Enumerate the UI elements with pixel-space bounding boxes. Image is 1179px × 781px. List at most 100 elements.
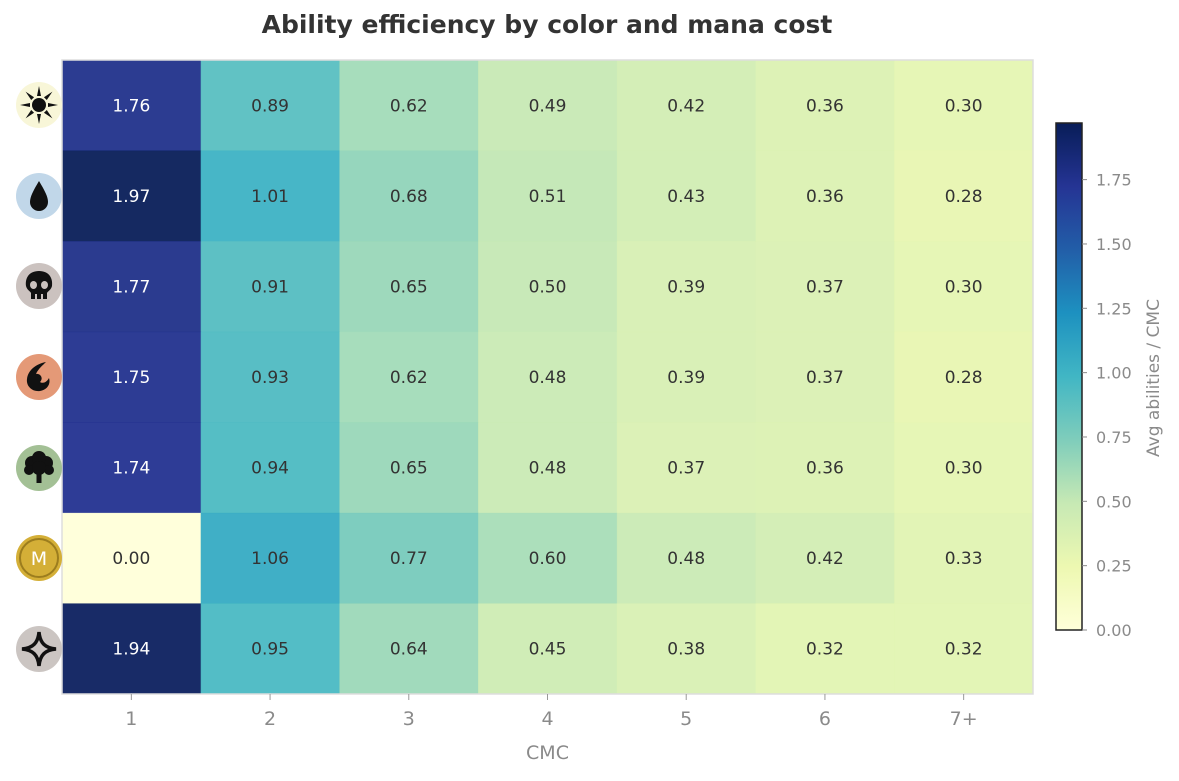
green-tree-icon	[16, 444, 62, 491]
heatmap-cell	[62, 150, 202, 242]
heatmap-cell	[200, 60, 340, 152]
white-sun-icon	[16, 82, 62, 129]
heatmap-cell	[755, 241, 895, 333]
colorbar-tick-label: 1.00	[1096, 364, 1132, 383]
cell-value-label: 0.93	[251, 368, 289, 388]
cell-value-label: 0.42	[667, 96, 705, 116]
heatmap-cell	[478, 60, 618, 152]
cell-value-label: 0.00	[112, 549, 150, 569]
heatmap-cell	[894, 422, 1034, 514]
cell-value-label: 1.97	[112, 187, 150, 207]
cell-value-label: 0.39	[667, 368, 705, 388]
heatmap-cell	[478, 331, 618, 423]
colorbar-label: Avg abilities / CMC	[1144, 299, 1164, 457]
cell-value-label: 0.36	[806, 459, 844, 479]
heatmap-cell	[200, 241, 340, 333]
cell-value-label: 0.42	[806, 549, 844, 569]
multicolor-m-label: M	[31, 548, 47, 570]
x-tick-label: 7+	[950, 708, 978, 730]
cell-value-label: 1.06	[251, 549, 289, 569]
cell-value-label: 0.62	[390, 96, 428, 116]
heatmap-cell	[200, 512, 340, 604]
cell-value-label: 0.32	[806, 640, 844, 660]
x-tick-label: 6	[819, 708, 831, 730]
cell-value-label: 0.62	[390, 368, 428, 388]
cell-value-label: 0.45	[529, 640, 567, 660]
cell-value-label: 0.43	[667, 187, 705, 207]
heatmap-cell	[339, 241, 479, 333]
x-tick-label: 3	[403, 708, 415, 730]
heatmap-cell	[616, 241, 757, 333]
cell-value-label: 0.38	[667, 640, 705, 660]
cell-value-label: 0.39	[667, 277, 705, 297]
heatmap-cell	[478, 422, 618, 514]
cell-value-label: 0.28	[945, 187, 983, 207]
cell-value-label: 0.30	[945, 459, 983, 479]
heatmap-cell	[616, 150, 757, 242]
heatmap-cell	[200, 331, 340, 423]
blue-drop-icon	[16, 172, 62, 219]
cell-value-label: 0.48	[667, 549, 705, 569]
heatmap-cell	[755, 150, 895, 242]
heatmap-cell	[339, 150, 479, 242]
cell-value-label: 0.28	[945, 368, 983, 388]
cell-value-label: 0.77	[390, 549, 428, 569]
cell-value-label: 0.68	[390, 187, 428, 207]
heatmap-cell	[339, 60, 479, 152]
colorbar	[1055, 122, 1083, 631]
colorbar-tick-label: 0.00	[1096, 621, 1132, 640]
heatmap-cell	[62, 60, 202, 152]
colorbar-tick-label: 0.75	[1096, 428, 1132, 447]
cell-value-label: 0.36	[806, 96, 844, 116]
cell-value-label: 0.49	[529, 96, 567, 116]
cell-value-label: 0.30	[945, 96, 983, 116]
heatmap-cell	[755, 422, 895, 514]
cell-value-label: 0.37	[806, 277, 844, 297]
cell-value-label: 0.65	[390, 459, 428, 479]
heatmap-cell	[755, 60, 895, 152]
cell-value-label: 0.30	[945, 277, 983, 297]
heatmap-cell	[62, 331, 202, 423]
cell-value-label: 1.75	[112, 368, 150, 388]
heatmap-cell	[478, 150, 618, 242]
cell-value-label: 1.74	[112, 459, 150, 479]
cell-value-label: 1.76	[112, 96, 150, 116]
red-fire-icon	[16, 354, 62, 400]
cell-value-label: 0.89	[251, 96, 289, 116]
heatmap-cell	[200, 150, 340, 242]
cell-value-label: 0.65	[390, 277, 428, 297]
x-tick-label: 2	[264, 708, 276, 730]
heatmap-cell	[62, 422, 202, 514]
heatmap-cell	[894, 512, 1034, 604]
heatmap-cell	[894, 331, 1034, 423]
colorbar-tick-label: 1.50	[1096, 235, 1132, 254]
cell-value-label: 0.51	[529, 187, 567, 207]
heatmap-cell	[894, 60, 1034, 152]
cell-value-label: 0.48	[529, 459, 567, 479]
heatmap-cell	[339, 512, 479, 604]
cell-value-label: 0.36	[806, 187, 844, 207]
cell-value-label: 0.95	[251, 640, 289, 660]
colorless-diamond-icon	[16, 625, 62, 672]
x-tick-label: 1	[125, 708, 137, 730]
colorbar-tick-label: 0.25	[1096, 557, 1132, 576]
heatmap-cell	[200, 603, 340, 695]
cell-value-label: 0.33	[945, 549, 983, 569]
cell-value-label: 0.60	[529, 549, 567, 569]
multicolor-m-icon: M	[16, 535, 62, 582]
colorbar-tick-label: 0.50	[1096, 492, 1132, 511]
colorbar-tick-label: 1.25	[1096, 299, 1132, 318]
heatmap-cell	[616, 331, 757, 423]
heatmap-cell	[755, 331, 895, 423]
heatmap-cell	[200, 422, 340, 514]
heatmap-cell	[339, 603, 479, 695]
cell-value-label: 0.37	[667, 459, 705, 479]
cell-value-label: 0.37	[806, 368, 844, 388]
chart-title: Ability efficiency by color and mana cos…	[261, 10, 833, 39]
heatmap-cell	[62, 603, 202, 695]
heatmap-cell	[894, 241, 1034, 333]
cell-value-label: 0.32	[945, 640, 983, 660]
heatmap-cell	[478, 512, 618, 604]
black-skull-icon	[16, 263, 62, 310]
